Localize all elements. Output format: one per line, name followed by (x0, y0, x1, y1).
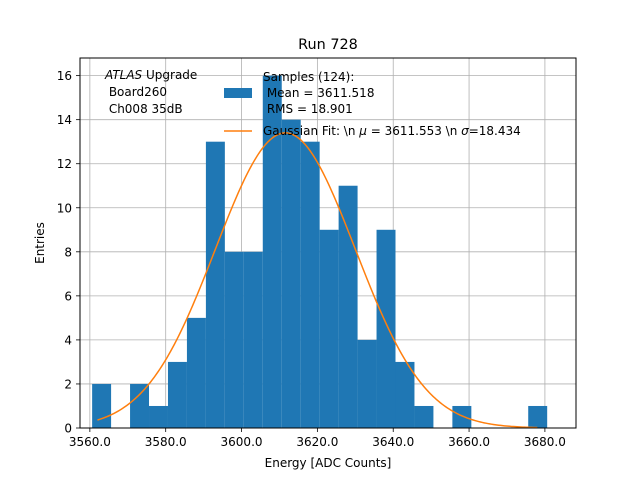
y-tick-label: 14 (57, 113, 72, 127)
histogram-bar (92, 383, 112, 428)
atlas-annotation: ATLAS Upgrade Board260 Ch008 35dB (104, 68, 197, 116)
legend-hist-line3: RMS = 18.901 (263, 102, 353, 116)
x-tick-label: 3620.0 (296, 435, 338, 449)
y-tick-label: 6 (64, 289, 72, 303)
x-tick-label: 3580.0 (145, 435, 187, 449)
histogram-bar (186, 317, 206, 428)
legend-hist-line1: Samples (124): (263, 70, 354, 84)
histogram-bar (300, 141, 320, 428)
x-axis-label: Energy [ADC Counts] (265, 456, 392, 470)
y-tick-label: 4 (64, 333, 72, 347)
atlas-label: ATLAS (104, 68, 143, 82)
y-tick-label: 8 (64, 245, 72, 259)
histogram-bar (452, 405, 472, 428)
histogram-bar (205, 141, 225, 428)
histogram-bar (243, 251, 263, 428)
histogram-bar (167, 361, 187, 428)
x-tick-label: 3600.0 (221, 435, 263, 449)
channel-label: Ch008 35dB (105, 102, 183, 116)
y-tick-label: 0 (64, 422, 72, 436)
histogram-bar (528, 405, 548, 428)
histogram-bar (224, 251, 244, 428)
histogram-bar (319, 229, 339, 428)
histogram-bar (376, 229, 396, 428)
legend: Samples (124): Mean = 3611.518 RMS = 18.… (224, 70, 521, 138)
x-ticks: 3560.0 3580.0 3600.0 3620.0 3640.0 3660.0 3680… (69, 428, 566, 449)
x-tick-label: 3680.0 (524, 435, 566, 449)
gaussian-fit-line (97, 132, 538, 429)
plot-frame (79, 57, 577, 429)
legend-hist-swatch (224, 88, 252, 98)
histogram-bar (414, 405, 434, 428)
histogram-bar (338, 185, 358, 428)
histogram-bars (92, 75, 548, 429)
histogram-bar (357, 339, 377, 428)
upgrade-label: Upgrade (142, 68, 197, 82)
y-tick-label: 16 (57, 69, 72, 83)
svg-text:ATLAS Upgrade: ATLAS Upgrade (104, 68, 197, 82)
histogram-bar (395, 361, 415, 428)
histogram-bar (281, 119, 301, 429)
y-tick-label: 2 (64, 377, 72, 391)
histogram-bar (149, 405, 168, 428)
histogram-bar (262, 75, 282, 428)
board-label: Board260 (105, 85, 167, 99)
y-tick-label: 12 (57, 157, 72, 171)
y-axis-label: Entries (33, 222, 47, 264)
histogram-bar (130, 383, 150, 428)
y-tick-label: 10 (57, 201, 72, 215)
x-tick-label: 3640.0 (372, 435, 414, 449)
chart-title: Run 728 (298, 37, 358, 53)
legend-hist-line2: Mean = 3611.518 (263, 86, 374, 100)
x-tick-label: 3560.0 (69, 435, 111, 449)
y-ticks: 0 2 4 6 8 10 12 14 16 (57, 69, 80, 436)
x-tick-label: 3660.0 (448, 435, 490, 449)
legend-fit-label: Gaussian Fit: \n μ = 3611.553 \n σ=18.43… (263, 124, 521, 138)
